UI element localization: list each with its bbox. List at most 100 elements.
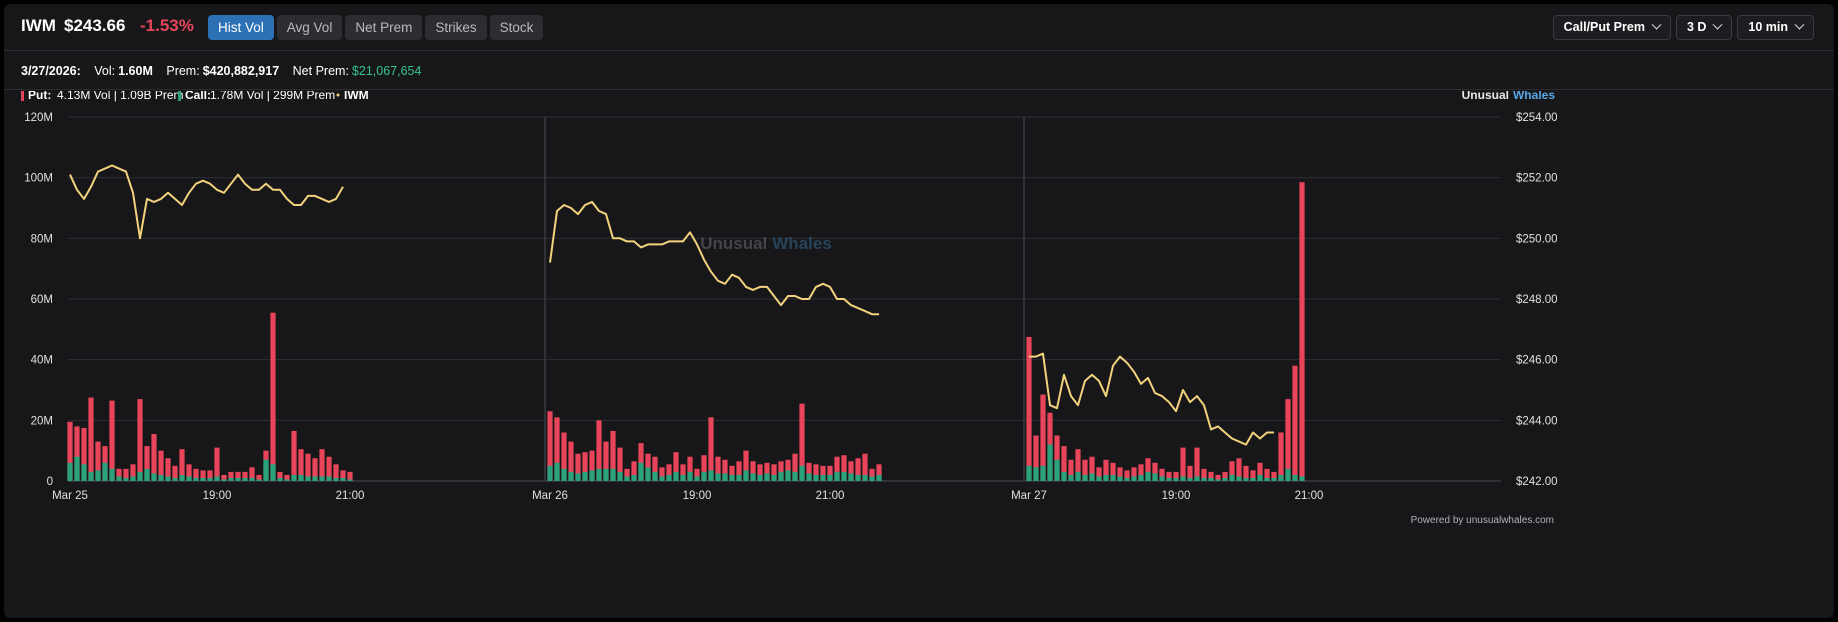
put-bar xyxy=(848,461,854,481)
put-bar xyxy=(1124,470,1130,481)
call-bar xyxy=(333,477,339,481)
put-bar xyxy=(1145,458,1151,481)
put-bar xyxy=(214,447,220,481)
call-bar xyxy=(750,473,756,481)
call-bar xyxy=(673,471,679,481)
tab-strikes[interactable]: Strikes xyxy=(425,15,487,40)
call-bar xyxy=(88,471,94,481)
put-bar xyxy=(1229,461,1235,481)
call-bar xyxy=(862,474,868,481)
put-bar xyxy=(652,456,658,481)
put-bar xyxy=(582,452,588,481)
header-bar: IWM $243.66 -1.53% Hist Vol Avg Vol Net … xyxy=(4,4,1834,51)
put-legend-swatch xyxy=(21,91,24,101)
call-bar xyxy=(95,470,101,481)
call-bar xyxy=(834,471,840,481)
call-bar xyxy=(1222,477,1228,481)
call-bar xyxy=(1145,471,1151,481)
tab-hist-vol[interactable]: Hist Vol xyxy=(208,15,274,40)
x-tick-label: Mar 27 xyxy=(1011,490,1047,502)
net-prem-value: $21,067,654 xyxy=(351,64,422,78)
put-bar xyxy=(778,461,784,481)
call-bar xyxy=(1257,474,1263,481)
y-right-tick-label: $242.00 xyxy=(1516,476,1558,488)
call-bar xyxy=(792,471,798,481)
put-bar xyxy=(144,446,150,481)
put-bar xyxy=(743,450,749,481)
put-bar xyxy=(610,430,616,481)
put-bar xyxy=(1110,462,1116,481)
call-legend-detail: 1.78M Vol | 299M Prem xyxy=(210,91,335,102)
ticker-symbol: IWM xyxy=(21,16,56,35)
put-bar xyxy=(1257,462,1263,481)
put-bar xyxy=(638,443,644,481)
view-tabs: Hist Vol Avg Vol Net Prem Strikes Stock xyxy=(208,15,544,40)
call-bar xyxy=(214,476,220,481)
put-legend-label: Put: xyxy=(28,91,51,102)
iwm-price-line xyxy=(549,200,879,316)
put-bar xyxy=(694,468,700,481)
call-bar xyxy=(1180,476,1186,481)
call-bar xyxy=(1040,465,1046,481)
put-bar xyxy=(277,471,283,481)
put-bar xyxy=(855,458,861,481)
put-bar xyxy=(1068,459,1074,481)
put-bar xyxy=(631,461,637,481)
put-bar xyxy=(200,470,206,481)
call-bar xyxy=(1103,474,1109,481)
call-bar xyxy=(841,471,847,481)
call-bar xyxy=(687,471,693,481)
call-bar xyxy=(158,474,164,481)
y-left-tick-label: 0 xyxy=(47,476,53,488)
metric-dropdown[interactable]: Call/Put Prem xyxy=(1552,15,1671,40)
tab-avg-vol[interactable]: Avg Vol xyxy=(276,15,343,40)
put-bar xyxy=(869,468,875,481)
put-bar xyxy=(1201,468,1207,481)
put-bar xyxy=(347,471,353,481)
tab-stock[interactable]: Stock xyxy=(489,15,544,40)
put-bar xyxy=(1089,456,1095,481)
call-bar xyxy=(1082,474,1088,481)
put-bar xyxy=(1033,435,1039,481)
call-bar xyxy=(298,474,304,481)
call-bar xyxy=(186,476,192,481)
range-dropdown[interactable]: 3 D xyxy=(1675,15,1733,40)
put-bar xyxy=(1075,449,1081,481)
volume-chart: 0 20M 40M 60M 80M 100M 120M $242.00 $244.00 $246.… xyxy=(21,91,1558,526)
call-bar xyxy=(869,476,875,481)
put-bar xyxy=(312,458,318,481)
put-bar xyxy=(193,468,199,481)
call-bar xyxy=(1271,477,1277,481)
interval-dropdown[interactable]: 10 min xyxy=(1737,15,1814,40)
call-bar xyxy=(568,471,574,481)
call-bar xyxy=(582,471,588,481)
put-bar xyxy=(1278,432,1284,481)
brand-logo-part2: Whales xyxy=(1513,91,1555,102)
call-bar xyxy=(1173,477,1179,481)
put-bar xyxy=(771,464,777,481)
call-bar xyxy=(109,468,115,481)
put-bar xyxy=(1054,435,1060,481)
put-bar xyxy=(172,465,178,481)
call-bar xyxy=(1131,476,1137,481)
put-bar xyxy=(1040,394,1046,481)
y-left-tick-label: 40M xyxy=(31,355,53,367)
put-bar xyxy=(575,453,581,481)
put-bar xyxy=(1243,465,1249,481)
call-bar xyxy=(1110,474,1116,481)
price-change: -1.53% xyxy=(140,16,194,35)
put-bar xyxy=(764,462,770,481)
put-bar xyxy=(151,433,157,481)
put-bar xyxy=(1180,447,1186,481)
put-bar xyxy=(1236,458,1242,481)
call-bar xyxy=(326,476,332,481)
call-bar xyxy=(207,477,213,481)
call-legend-label: Call: xyxy=(185,91,211,102)
tab-net-prem[interactable]: Net Prem xyxy=(345,15,423,40)
call-bar xyxy=(708,470,714,481)
put-bar xyxy=(1152,462,1158,481)
put-bar xyxy=(701,455,707,481)
put-bar xyxy=(750,461,756,481)
put-bar xyxy=(284,474,290,481)
put-bar xyxy=(130,464,136,481)
